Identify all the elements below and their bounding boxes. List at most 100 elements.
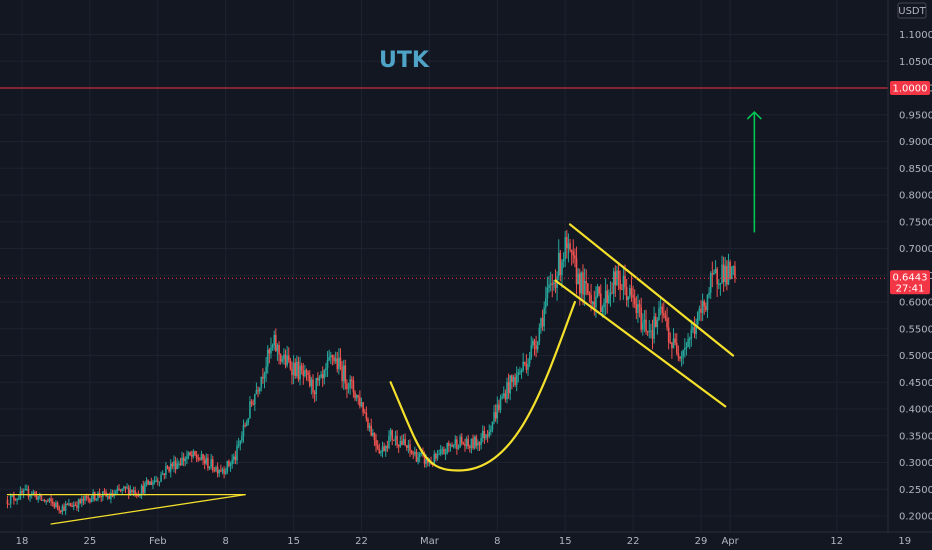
candle-body	[176, 463, 178, 470]
candle-body	[494, 412, 497, 419]
candle-body	[511, 375, 513, 383]
candle-body	[675, 343, 678, 353]
candle-body	[363, 412, 366, 414]
y-tick-label: 0.5500	[899, 324, 932, 335]
candle-body	[325, 367, 327, 371]
candle-body	[215, 466, 217, 471]
candle-body	[646, 331, 649, 333]
candle-body	[551, 283, 554, 285]
candle-body	[51, 501, 54, 504]
candle-body	[100, 496, 103, 498]
candle-body	[493, 412, 495, 422]
candle-body	[498, 404, 500, 410]
candle-body	[611, 292, 613, 294]
candle-body	[236, 445, 238, 461]
candle-body	[127, 487, 130, 495]
candle-body	[459, 436, 461, 448]
x-tick-label: 8	[223, 536, 229, 547]
candle-body	[443, 449, 445, 454]
candle-body	[439, 450, 442, 455]
last-price-label: 0.6443	[893, 272, 928, 283]
candle-body	[304, 370, 306, 377]
candle-body	[21, 490, 23, 494]
candle-body	[514, 377, 516, 386]
candle-body	[273, 334, 275, 346]
candle-body	[672, 338, 675, 349]
candle-body	[63, 506, 65, 511]
x-tick-label: 22	[627, 536, 640, 547]
candle-body	[566, 237, 568, 249]
currency-label: USDT	[898, 6, 926, 17]
candle-body	[436, 454, 439, 459]
candle-body	[53, 503, 56, 508]
candle-body	[360, 402, 363, 407]
candle-body	[181, 457, 183, 466]
candle-body	[211, 459, 214, 471]
candle-body	[294, 362, 297, 377]
candle-body	[11, 495, 14, 497]
candle-body	[257, 389, 259, 392]
candle-body	[625, 287, 628, 301]
candle-body	[55, 502, 57, 508]
candle-body	[336, 358, 339, 370]
y-tick-label: 0.4500	[899, 378, 932, 389]
x-tick-label: Feb	[149, 536, 167, 547]
candle-body	[61, 506, 64, 512]
candle-body	[186, 456, 188, 460]
candle-body	[642, 323, 644, 330]
candle-body	[415, 451, 418, 462]
resistance-price-tag	[890, 81, 930, 95]
candle-body	[696, 311, 699, 325]
candle-body	[595, 296, 597, 308]
candle-body	[629, 287, 631, 297]
candle-body	[157, 480, 159, 482]
candle-body	[213, 470, 216, 472]
candle-body	[220, 470, 222, 472]
candle-body	[124, 486, 127, 489]
time-axis[interactable]: 18 25 Feb 8 15 22 Mar 8 15 22 29 Apr 12 19	[0, 531, 932, 547]
candle-body	[252, 403, 254, 405]
candle-body	[578, 273, 581, 294]
candle-body	[121, 488, 124, 491]
candle-body	[354, 392, 356, 399]
candle-body	[512, 377, 515, 383]
candle-body	[66, 504, 69, 506]
x-tick-label: Apr	[721, 536, 739, 547]
candle-body	[635, 304, 638, 313]
candle-body	[276, 345, 279, 352]
candle-body	[412, 453, 415, 455]
candle-body	[34, 492, 36, 494]
candle-body	[664, 315, 667, 319]
candle-body	[84, 496, 86, 501]
candle-body	[237, 444, 240, 446]
y-tick-label: 1.1000	[899, 30, 932, 41]
candle-body	[271, 345, 274, 348]
candle-body	[347, 387, 350, 389]
y-tick-label: 1.0500	[899, 57, 932, 68]
candle-body	[287, 355, 290, 361]
candle-body	[68, 503, 70, 505]
candle-body	[29, 494, 31, 497]
candle-body	[129, 489, 132, 495]
candle-body	[147, 480, 149, 485]
candle-body	[549, 283, 552, 286]
candle-body	[161, 473, 164, 475]
candle-body	[378, 448, 381, 454]
candle-body	[713, 272, 715, 275]
candle-body	[43, 499, 46, 502]
candle-body	[478, 442, 481, 445]
candle-body	[423, 453, 426, 464]
candle-body	[582, 272, 584, 295]
candle-body	[640, 307, 642, 330]
candle-body	[226, 460, 229, 472]
candle-body	[302, 370, 305, 377]
candle-body	[663, 313, 665, 316]
candle-body	[81, 498, 83, 503]
candle-body	[729, 261, 731, 279]
candle-body	[373, 432, 376, 440]
candle-body	[255, 389, 258, 395]
currency-label-box[interactable]	[897, 2, 927, 19]
candle-body	[444, 452, 447, 454]
candle-body	[308, 375, 311, 387]
